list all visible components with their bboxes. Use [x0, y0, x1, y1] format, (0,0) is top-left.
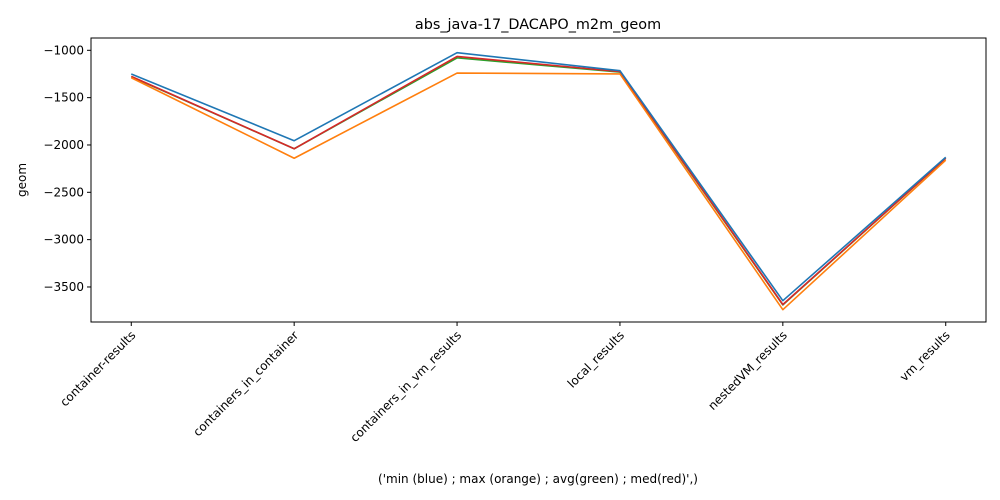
y-tick-label: −1500: [43, 91, 84, 105]
plot-frame: [90, 37, 987, 323]
x-tick-label: containers_in_vm_results: [347, 328, 464, 445]
x-tick-label: nestedVM_results: [705, 328, 790, 413]
series-line-2: [130, 72, 947, 311]
y-axis-label: geom: [15, 163, 29, 197]
x-tick-label: vm_results: [897, 328, 953, 384]
x-axis-label: ('min (blue) ; max (orange) ; avg(green)…: [378, 472, 698, 486]
series-line-3: [130, 51, 947, 302]
series-line-1: [130, 55, 947, 306]
y-axis: −3500 −3000 −2500 −2000 −1500 −1000: [43, 43, 91, 294]
y-tick-label: −3000: [43, 233, 84, 247]
y-tick-label: −2500: [43, 185, 84, 199]
y-tick-label: −3500: [43, 280, 84, 294]
series-lines: [130, 51, 947, 311]
x-tick-label: containers_in_container: [190, 328, 301, 439]
x-tick-label: local_results: [565, 328, 627, 390]
y-tick-label: −2000: [43, 138, 84, 152]
y-tick-label: −1000: [43, 43, 84, 57]
chart-title: abs_java-17_DACAPO_m2m_geom: [415, 17, 661, 33]
plot-area: [90, 37, 987, 323]
x-axis: container-results containers_in_container…: [57, 322, 953, 445]
x-tick-label: container-results: [57, 328, 138, 409]
